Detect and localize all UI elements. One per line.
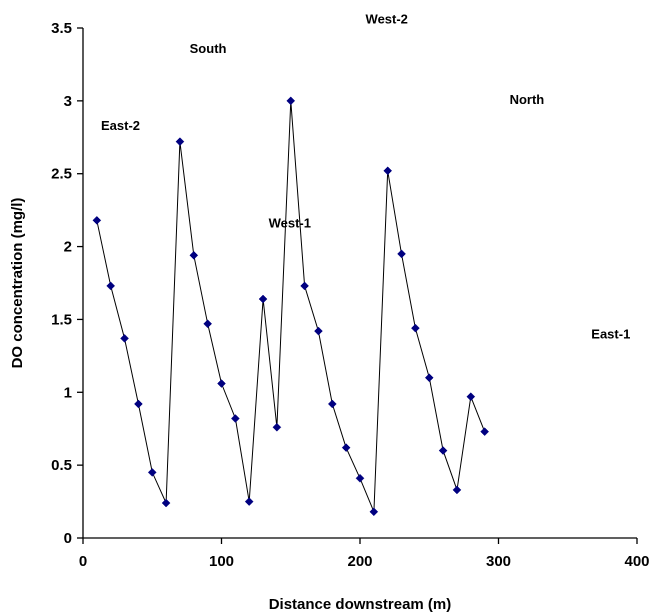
data-point [327,399,337,409]
data-point [369,507,379,517]
annotation-label: South [190,41,227,56]
data-point [258,294,268,304]
data-point [92,215,102,225]
data-point [203,319,213,329]
x-tick-label: 0 [79,553,87,570]
data-point [161,498,171,508]
x-tick-label: 400 [624,553,649,570]
data-point [341,443,351,453]
x-tick-label: 200 [347,553,372,570]
data-point [189,250,199,260]
y-tick-label: 0.5 [51,457,72,474]
annotations-group: West-2 South North East-2 West-1 East-1 [101,12,630,342]
data-point [424,373,434,383]
annotation-label: West-2 [366,12,408,27]
data-point [286,96,296,106]
data-point [120,334,129,343]
data-point [397,249,406,259]
data-point [452,485,462,495]
data-point [300,281,309,291]
data-point [272,422,282,432]
x-tick-label: 100 [209,553,234,570]
axes [82,28,637,539]
y-tick-label: 1.5 [51,311,72,328]
x-tick-label: 300 [486,553,511,570]
data-point [134,399,143,409]
x-axis-title: Distance downstream (m) [269,596,452,613]
series-group [92,96,490,517]
annotation-label: East-1 [591,326,630,341]
x-ticks: 0 100 200 300 400 [79,538,650,570]
y-tick-label: 0 [64,530,72,547]
data-point [217,379,226,388]
y-ticks: 0 0.5 1 1.5 2 2.5 3 3.5 [51,20,83,547]
annotation-label: East-2 [101,118,140,133]
y-tick-label: 3 [64,93,72,110]
data-point [314,326,323,336]
data-point [438,446,448,455]
y-tick-label: 2.5 [51,166,72,183]
data-point [411,323,420,333]
data-point [480,427,490,436]
y-axis-title: DO concentration (mg/l) [9,198,26,369]
data-point [355,473,365,483]
data-point [147,468,157,477]
y-tick-label: 2 [64,239,72,256]
data-point [230,414,240,423]
series-line [96,100,486,512]
data-point [106,281,116,291]
annotation-label: West-1 [269,216,311,231]
data-point [383,166,393,176]
y-tick-label: 3.5 [51,20,72,37]
y-tick-label: 1 [64,384,72,401]
data-point [175,137,185,147]
annotation-label: North [510,92,545,107]
data-point [244,497,254,506]
data-point [466,392,476,402]
